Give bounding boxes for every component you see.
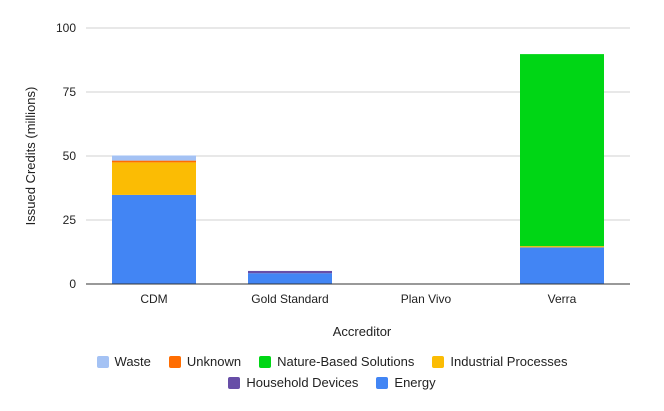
bar-segment-energy (112, 194, 196, 284)
y-tick-label: 50 (63, 149, 77, 163)
legend-swatch (432, 355, 445, 368)
legend-label: Industrial Processes (450, 354, 568, 369)
y-axis-label: Issued Credits (millions) (23, 87, 38, 226)
legend-label: Energy (394, 375, 436, 390)
legend-label: Waste (114, 354, 151, 369)
bar-segment-unknown (112, 160, 196, 163)
legend-swatch (168, 355, 181, 368)
x-tick-label: Verra (548, 292, 577, 306)
y-tick-label: 100 (56, 21, 76, 35)
legend-swatch (376, 376, 389, 389)
bar-segment-waste (112, 155, 196, 161)
bar-segment-energy (520, 247, 604, 284)
legend-swatch (228, 376, 241, 389)
bar-segment-energy (248, 273, 332, 284)
bar-segment-industrial-processes (112, 162, 196, 195)
x-tick-label: Gold Standard (251, 292, 328, 306)
legend-swatch (259, 355, 272, 368)
legend-label: Household Devices (246, 375, 359, 390)
legend-swatch (96, 355, 109, 368)
x-axis-label: Accreditor (333, 324, 392, 339)
legend-label: Nature-Based Solutions (277, 354, 415, 369)
legend-label: Unknown (186, 354, 242, 369)
bar-segment-household-devices (248, 270, 332, 274)
legend-item[interactable]: Nature-Based Solutions (259, 354, 414, 369)
y-tick-label: 0 (69, 277, 76, 291)
legend-row: Waste Unknown Nature-Based Solutions Indust… (0, 354, 664, 369)
legend-item[interactable]: Energy (376, 375, 436, 390)
legend-item[interactable]: Household Devices (228, 375, 358, 390)
legend-item[interactable]: Industrial Processes (432, 354, 567, 369)
legend-item[interactable]: Waste (96, 354, 151, 369)
y-tick-label: 25 (63, 213, 77, 227)
bar-segment-nature-based-solutions (520, 54, 604, 247)
chart-plot: Issued Credits (millions) Accreditor 0 25… (23, 21, 630, 339)
legend-item[interactable]: Unknown (168, 354, 242, 369)
bar-segment-industrial-processes (520, 246, 604, 248)
y-tick-label: 75 (63, 85, 77, 99)
legend-row: Household Devices Energy (0, 375, 664, 390)
x-tick-label: CDM (140, 292, 167, 306)
x-tick-label: Plan Vivo (401, 292, 452, 306)
